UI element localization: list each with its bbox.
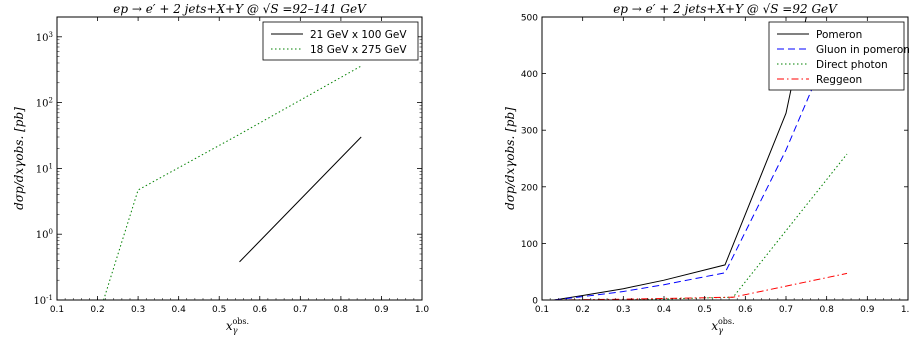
plot-frame [56, 16, 423, 301]
legend-entry: Gluon in pomeron [816, 44, 909, 56]
y-tick-label: 100 [521, 240, 538, 250]
y-tick-label: 100 [36, 228, 53, 241]
x-tick-label: 0.2 [576, 305, 590, 315]
x-tick-label: 0.5 [212, 305, 226, 315]
y-tick-label: 200 [521, 183, 538, 193]
y-axis-label: dσp/dxγobs. [pb] [503, 107, 517, 210]
chart-title: ep → e′ + 2 jets+X+Y @ √S =92 GeV [613, 2, 838, 16]
x-tick-label: 0.5 [698, 305, 712, 315]
x-tick-label: 0.8 [820, 305, 835, 315]
x-axis-label: xγobs. [226, 317, 249, 335]
x-tick-label: 0.9 [860, 305, 875, 315]
y-tick-label: 300 [521, 127, 538, 137]
x-tick-label: 0.4 [172, 305, 187, 315]
y-axis-label: dσp/dxγobs. [pb] [12, 107, 26, 210]
chart-panel-1: 0.1 0.2 0.3 0.4 0.5 0.6 0.7 0.8 0.9 1.0 10-1 100 101… [12, 2, 429, 335]
series-line-18-gev-x-275-gev [103, 65, 362, 300]
x-tick-label: 0.8 [334, 305, 349, 315]
x-tick-label: 0.4 [657, 305, 672, 315]
x-tick-label: 0.7 [779, 305, 793, 315]
x-tick-label: 0.9 [374, 305, 389, 315]
x-tick-label: 1.0 [901, 305, 909, 315]
chart-title: ep → e′ + 2 jets+X+Y @ √S =92–141 GeV [113, 2, 367, 16]
legend-entry: 21 GeV x 100 GeV [310, 29, 407, 41]
series-line-pomeron [554, 17, 807, 300]
x-tick-label: 0.3 [616, 305, 630, 315]
x-axis-label: xγobs. [711, 317, 734, 335]
legend: 21 GeV x 100 GeV 18 GeV x 275 GeV [262, 21, 419, 61]
x-tick-label: 0.1 [50, 305, 64, 315]
y-tick-label: 400 [521, 70, 538, 80]
legend-box [262, 21, 419, 61]
y-tick-label: 101 [36, 162, 53, 175]
series-line-direct-photon [623, 153, 848, 300]
x-tick-label: 0.3 [131, 305, 145, 315]
legend: Pomeron Gluon in pomeron Direct photon Regg… [768, 21, 909, 91]
y-tick-label: 500 [521, 14, 538, 24]
x-tick-label: 0.6 [253, 305, 268, 315]
x-tick-label: 0.1 [535, 305, 549, 315]
y-tick-label: 102 [36, 97, 53, 110]
y-tick-label: 10-1 [33, 294, 53, 307]
series-line-gluon-in-pomeron [554, 73, 819, 300]
legend-entry: Reggeon [816, 74, 862, 86]
chart-panel-2: 0.1 0.2 0.3 0.4 0.5 0.6 0.7 0.8 0.9 1.0 0 100 200 300… [503, 2, 909, 335]
plot-frame [541, 16, 909, 301]
legend-entry: 18 GeV x 275 GeV [310, 44, 407, 56]
legend-entry: Pomeron [816, 29, 862, 41]
y-tick-label: 103 [36, 31, 53, 44]
x-tick-label: 0.7 [293, 305, 307, 315]
y-tick-label: 0 [532, 297, 538, 307]
x-tick-label: 1.0 [415, 305, 430, 315]
legend-entry: Direct photon [816, 59, 888, 71]
x-tick-label: 0.6 [738, 305, 753, 315]
x-tick-label: 0.2 [90, 305, 104, 315]
series-line-21-gev-x-100-gev [239, 136, 362, 263]
